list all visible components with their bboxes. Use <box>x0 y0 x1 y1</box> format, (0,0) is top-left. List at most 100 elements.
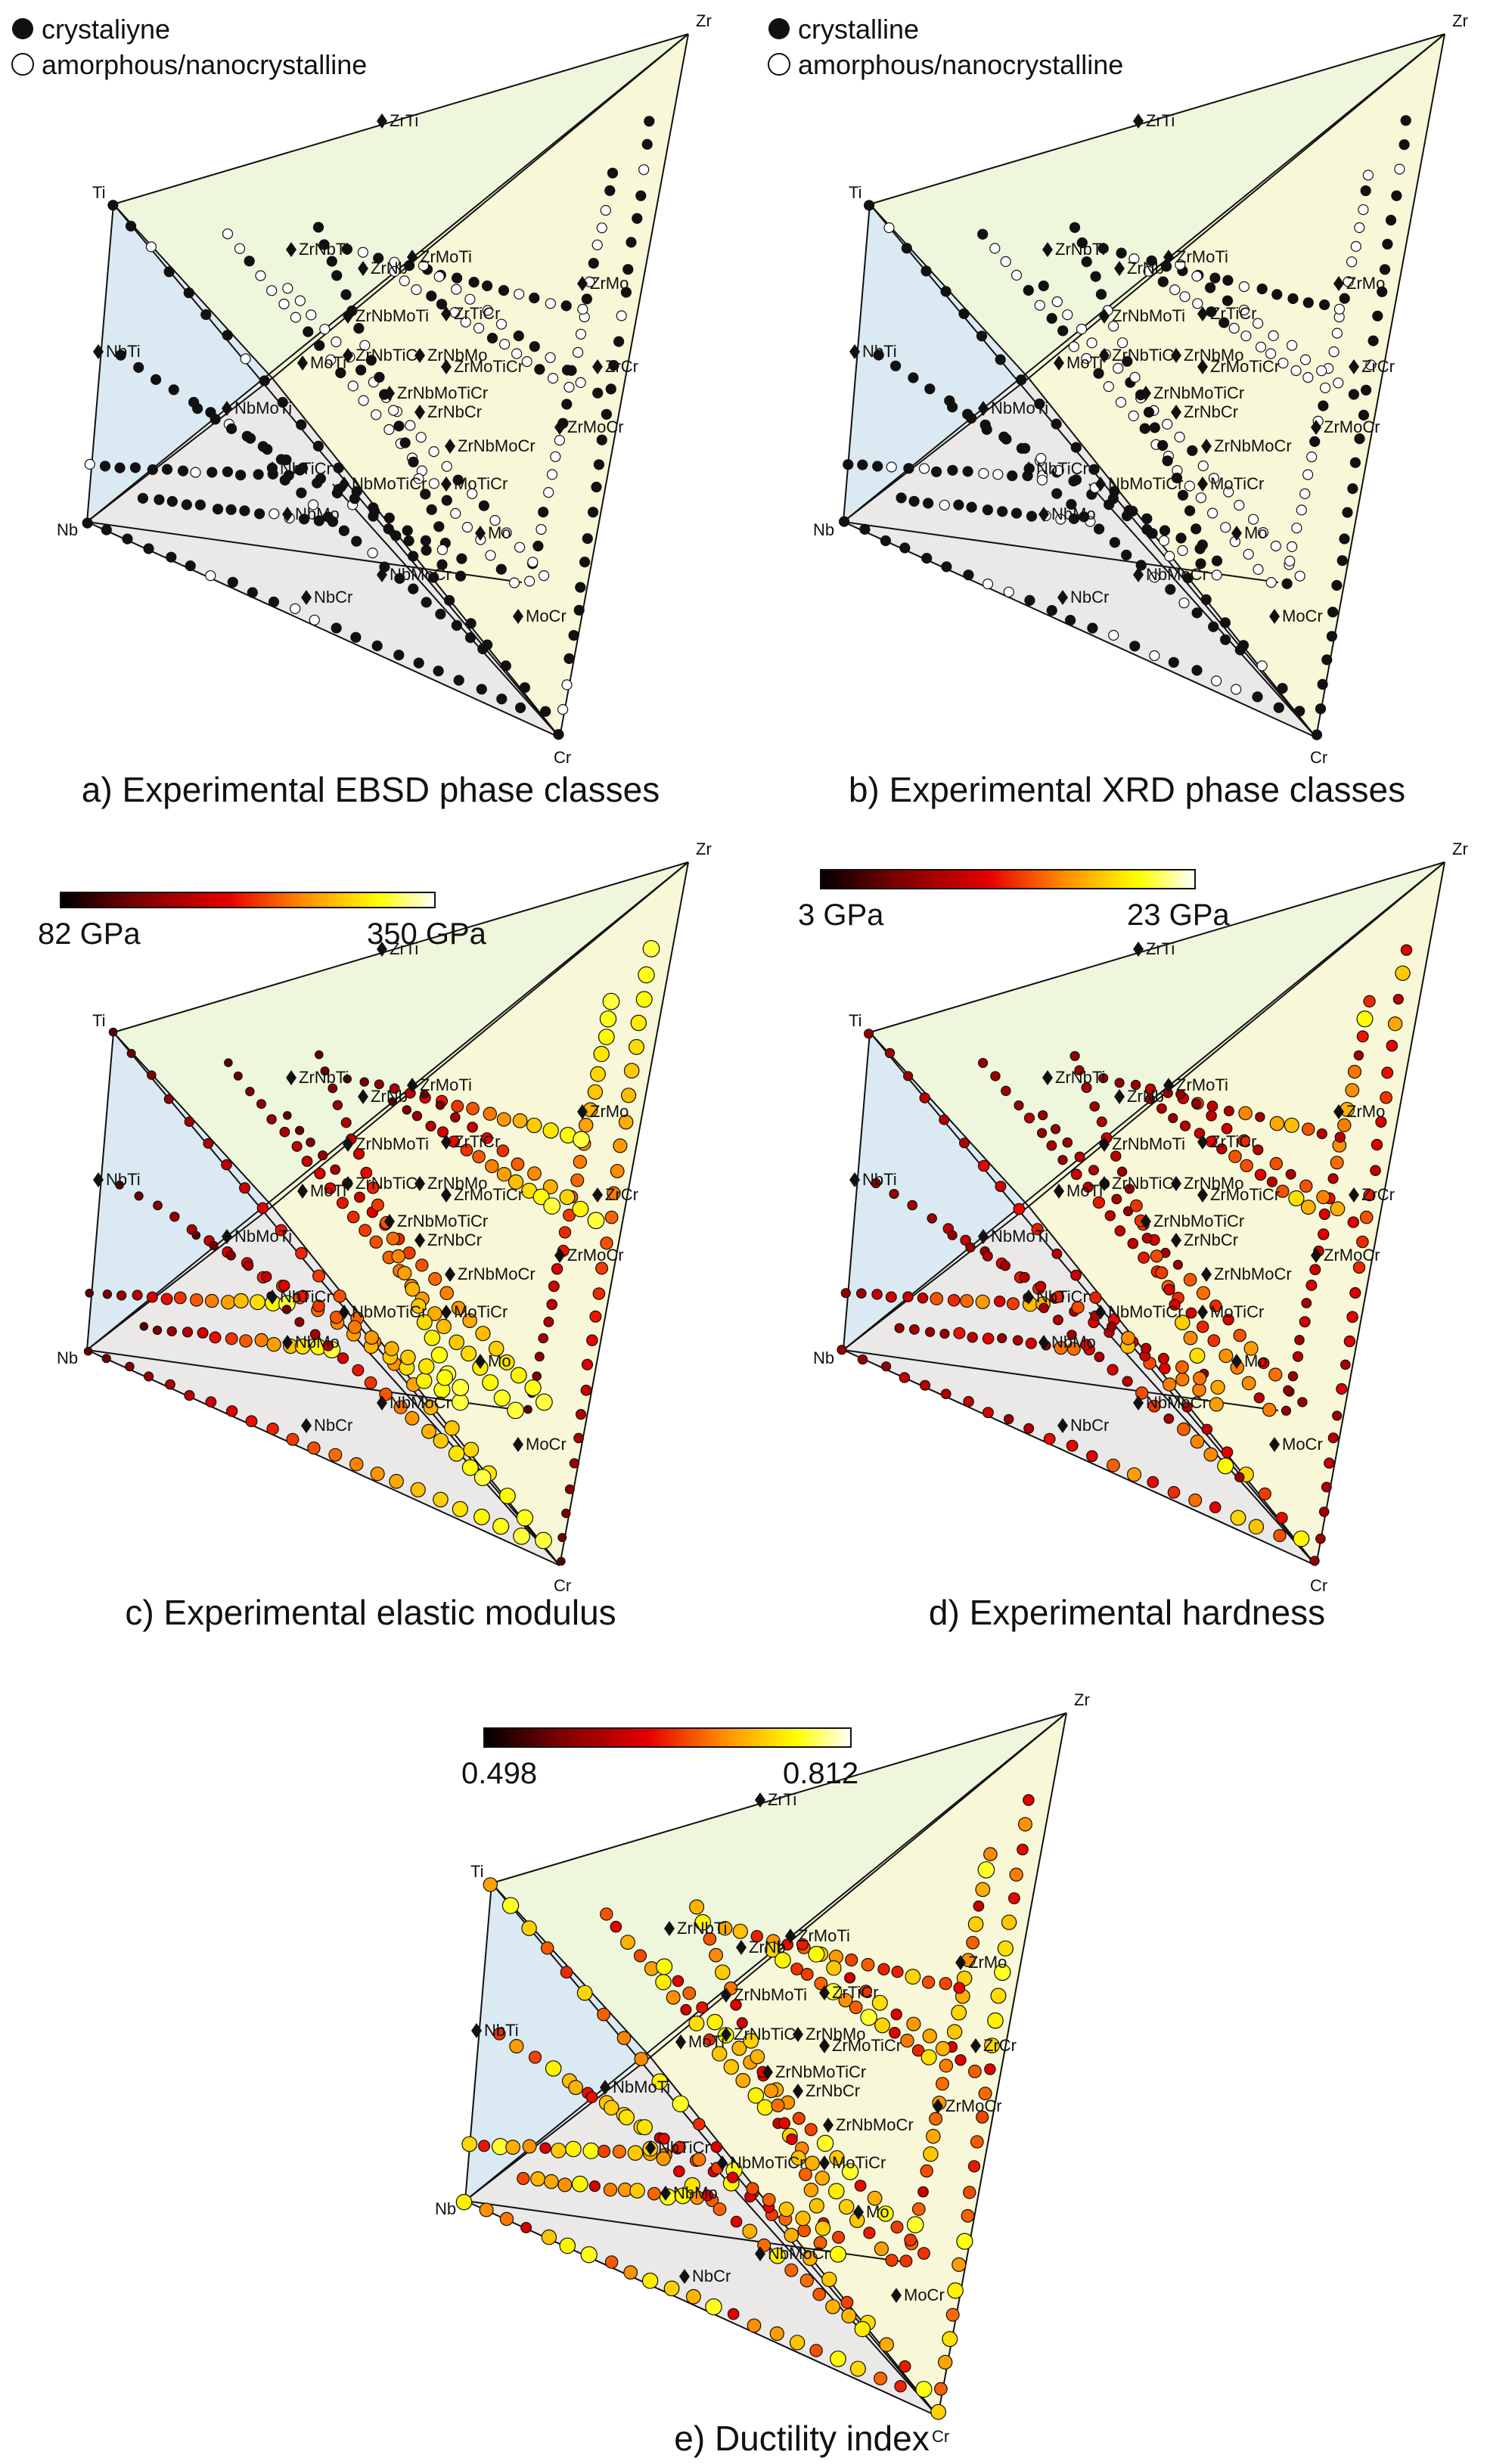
data-point <box>894 2380 907 2393</box>
data-point <box>318 239 330 250</box>
data-point <box>908 495 920 507</box>
data-point <box>1034 398 1045 410</box>
data-point <box>114 462 126 473</box>
data-point <box>1208 473 1220 484</box>
data-point <box>559 2237 576 2255</box>
composition-label: ZrNbMo <box>1184 1174 1243 1193</box>
data-point <box>849 2360 866 2377</box>
composition-marker <box>343 1137 353 1152</box>
data-point <box>563 653 575 665</box>
data-point <box>977 1159 990 1172</box>
data-point <box>436 1318 452 1335</box>
composition-label: ZrNb <box>371 259 408 278</box>
data-point <box>874 2371 888 2385</box>
data-point <box>1034 299 1045 311</box>
colorbar-max-c: 350 GPa <box>367 917 487 951</box>
data-point <box>1222 295 1234 306</box>
data-point <box>1286 541 1298 553</box>
data-point <box>1141 513 1153 524</box>
composition-marker <box>1054 355 1064 371</box>
data-point <box>1130 1199 1143 1212</box>
data-point <box>545 2060 562 2077</box>
data-point <box>559 1189 576 1206</box>
data-point <box>769 2326 784 2341</box>
data-point <box>493 1389 511 1407</box>
face-nb-cr <box>465 2057 938 2416</box>
composition-label: NbTiCr <box>658 2138 710 2157</box>
data-point <box>1001 1914 1017 1930</box>
data-point <box>789 2335 806 2351</box>
data-point <box>1097 243 1109 254</box>
composition-marker <box>407 250 418 265</box>
data-point <box>1175 259 1186 271</box>
composition-label: ZrNbTi <box>299 1068 349 1087</box>
composition-marker <box>1171 405 1181 420</box>
data-point <box>1222 1314 1234 1326</box>
data-point <box>973 1900 985 1912</box>
data-point <box>992 469 1004 480</box>
data-point <box>629 2183 645 2199</box>
data-point <box>1079 511 1090 523</box>
composition-marker <box>645 2140 656 2155</box>
composition-marker <box>339 1305 349 1320</box>
composition-label: NbCr <box>1070 1416 1109 1435</box>
data-point <box>266 1336 281 1352</box>
data-point <box>411 284 422 296</box>
data-point <box>1038 280 1049 292</box>
data-point <box>455 2193 473 2211</box>
composition-label: NbMo <box>1051 504 1096 523</box>
data-point <box>1158 535 1170 547</box>
data-point <box>588 258 599 269</box>
data-point <box>1358 204 1369 216</box>
composition-label: ZrTi <box>768 1790 796 1809</box>
tetra-edge-10 <box>1088 483 1317 738</box>
data-point <box>1088 464 1100 475</box>
data-point <box>397 1265 412 1281</box>
data-point <box>413 473 424 485</box>
data-point <box>522 2139 537 2154</box>
data-point <box>115 349 126 361</box>
data-point <box>906 2016 921 2031</box>
data-point <box>177 465 189 476</box>
data-point <box>472 1150 486 1164</box>
data-point <box>1175 1372 1190 1387</box>
composition-marker <box>282 1335 293 1350</box>
data-point <box>477 643 489 655</box>
data-point <box>803 2183 819 2198</box>
data-point <box>1000 256 1011 267</box>
data-point <box>326 256 337 267</box>
data-point <box>830 2351 846 2367</box>
data-point <box>569 1458 580 1469</box>
face-ti-nb <box>465 1883 650 2201</box>
data-point <box>587 507 599 518</box>
data-point <box>602 992 620 1010</box>
data-point <box>383 424 395 436</box>
data-point <box>152 1325 163 1336</box>
tetra-edge-8 <box>272 33 689 379</box>
data-point <box>331 622 342 634</box>
data-point <box>593 1045 610 1063</box>
data-point <box>844 1972 856 1984</box>
composition-marker <box>377 942 387 957</box>
composition-marker <box>762 2065 773 2080</box>
data-point <box>278 1280 290 1292</box>
data-point <box>923 498 934 509</box>
data-point <box>456 553 467 564</box>
data-point <box>279 1126 290 1137</box>
data-point <box>1277 358 1289 369</box>
data-point <box>1234 1472 1245 1482</box>
data-point <box>1129 641 1141 652</box>
data-point <box>1299 354 1312 365</box>
legend-filled-marker <box>768 18 790 39</box>
data-point <box>1051 418 1062 430</box>
data-point <box>448 1445 465 1462</box>
data-point <box>1191 665 1203 676</box>
data-point <box>1103 381 1114 393</box>
composition-label: ZrNbMo <box>427 1174 487 1193</box>
composition-label: NbMoCr <box>1146 1393 1208 1412</box>
composition-marker <box>554 420 565 435</box>
data-point <box>908 1324 920 1335</box>
data-point <box>939 1328 950 1339</box>
composition-marker <box>592 1187 603 1203</box>
data-point <box>572 1200 589 1218</box>
